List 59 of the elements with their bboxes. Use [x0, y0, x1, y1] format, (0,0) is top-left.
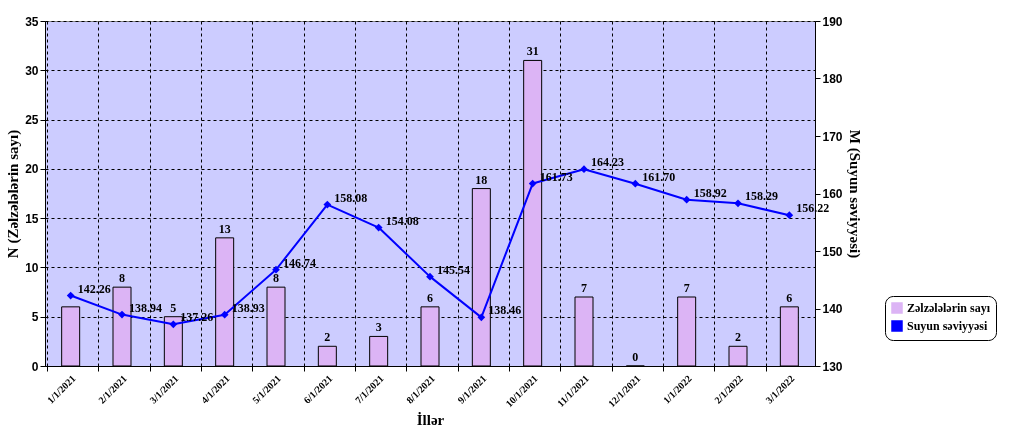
legend-label: Suyun səviyyəsi: [907, 319, 989, 333]
y2-tick-label: 140: [822, 302, 843, 316]
point: [374, 223, 383, 232]
data-label: 2: [324, 330, 331, 345]
data-label: 6: [427, 290, 433, 305]
data-label: 138.94: [129, 300, 162, 315]
data-label: 154.08: [385, 213, 419, 228]
y2-tick-label: 160: [822, 187, 843, 201]
data-label: 142.26: [77, 281, 111, 296]
data-label: 2: [735, 330, 741, 345]
y2-axis-title: M (Suyun səviyyəsi): [845, 129, 863, 259]
data-label: 3: [375, 320, 382, 335]
point: [785, 211, 794, 220]
y-tick-label: 25: [25, 113, 39, 128]
data-label: 158.08: [334, 190, 368, 205]
data-label: 161.70: [642, 169, 676, 184]
data-label: 6: [786, 290, 793, 305]
y2-tick-label: 180: [822, 72, 843, 86]
data-label: 5: [170, 300, 177, 315]
y-tick-label: 10: [25, 260, 39, 275]
data-label: 164.23: [591, 155, 624, 170]
y-tick-label: 30: [25, 63, 39, 78]
point: [220, 310, 229, 319]
point: [272, 265, 280, 274]
data-label: 145.54: [437, 262, 470, 277]
y2-tick-label: 130: [822, 359, 843, 374]
legend-label: Zəlzələlərin sayı: [907, 301, 991, 315]
point: [528, 179, 537, 188]
y-tick-label: 35: [25, 14, 39, 29]
point: [580, 165, 588, 174]
data-label: 8: [119, 271, 125, 286]
data-label: 8: [273, 271, 279, 286]
y-tick-label: 0: [31, 359, 39, 374]
point: [323, 200, 332, 209]
y2-tick-label: 150: [822, 244, 843, 259]
point: [169, 320, 178, 329]
x-axis-title: İllər: [416, 412, 445, 429]
data-label: 31: [526, 44, 539, 59]
data-label: 7: [581, 281, 587, 295]
y-tick-label: 15: [25, 211, 39, 226]
point: [734, 199, 742, 208]
data-label: 7: [683, 281, 690, 295]
y-axis-title: N (Zəlzələlərin sayı): [5, 129, 23, 259]
data-label: 18: [475, 172, 488, 187]
data-label: 13: [218, 221, 231, 236]
point: [118, 310, 126, 319]
point: [426, 272, 434, 281]
data-label: 158.29: [745, 189, 778, 204]
y2-tick-label: 190: [822, 14, 843, 29]
point: [631, 179, 640, 188]
data-label: 158.92: [693, 185, 727, 200]
y2-tick-label: 170: [822, 129, 843, 144]
y-tick-label: 5: [31, 310, 39, 325]
point: [477, 313, 486, 322]
data-label: 146.74: [283, 255, 316, 270]
point: [682, 195, 691, 204]
y-tick-label: 20: [25, 162, 39, 177]
data-label: 0: [632, 350, 639, 364]
point: [66, 291, 75, 300]
